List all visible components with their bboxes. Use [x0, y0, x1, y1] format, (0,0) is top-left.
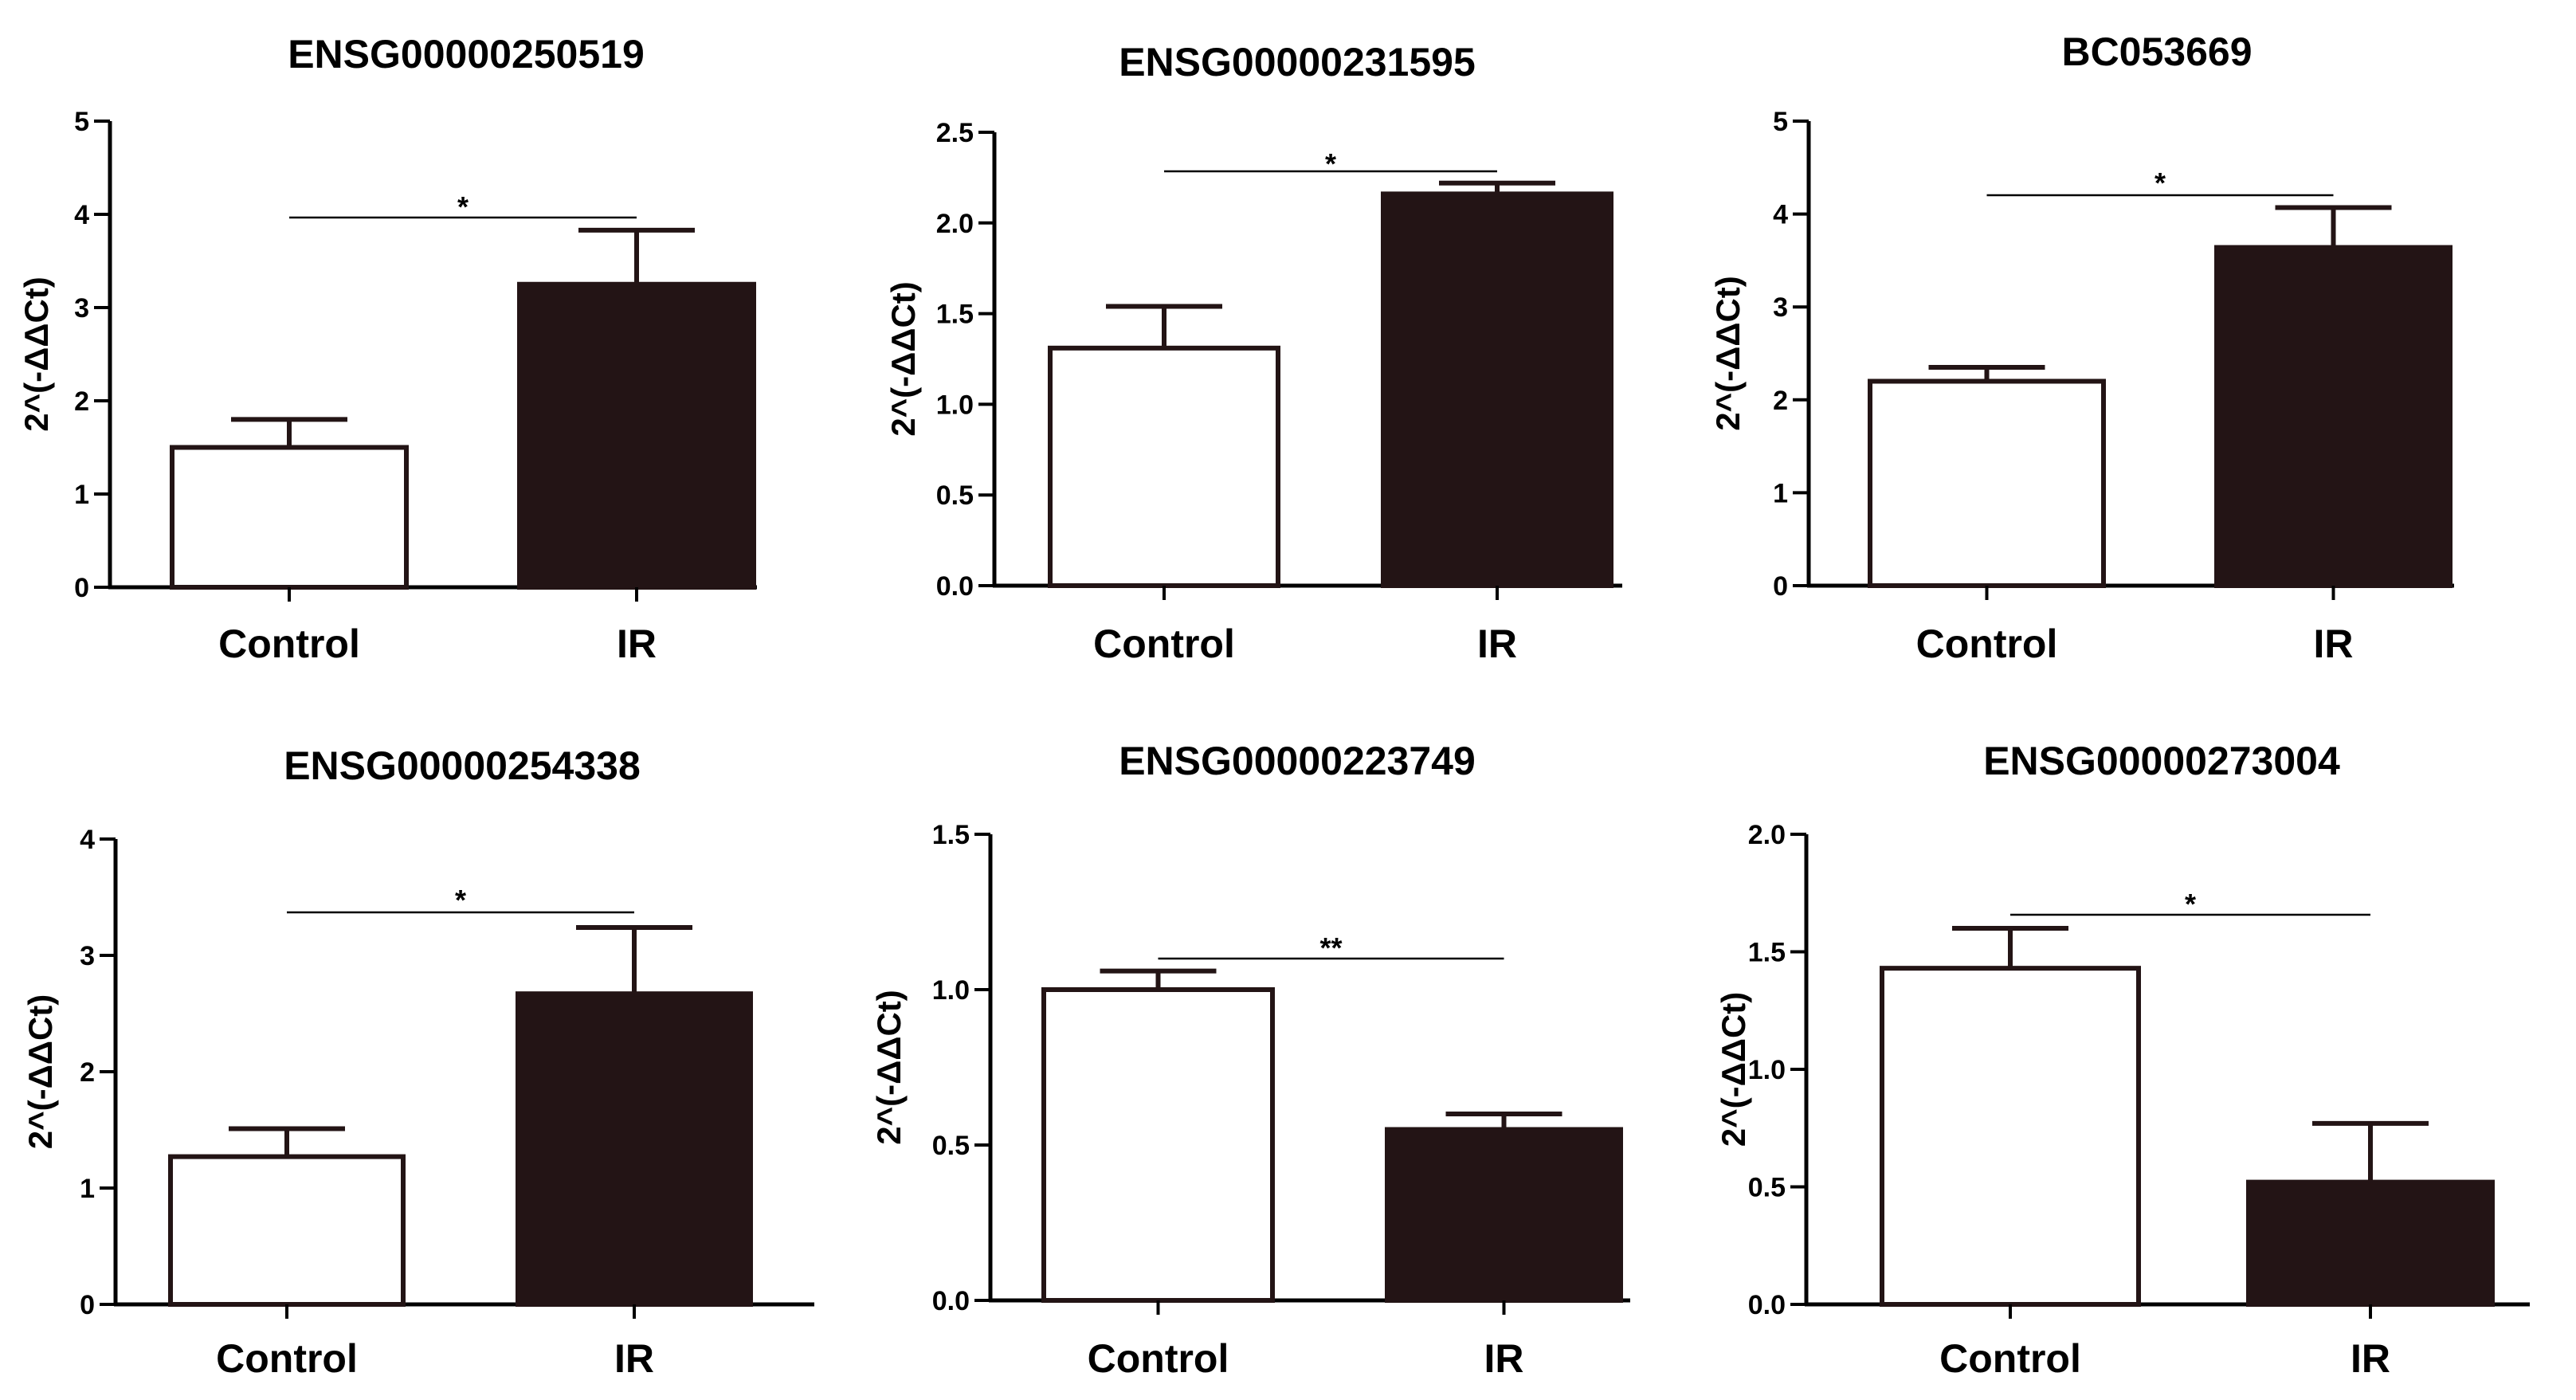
bar-ir: [516, 991, 753, 1308]
y-tick-label: 1.0: [936, 390, 974, 420]
chart-title: ENSG00000273004: [1983, 739, 2340, 783]
y-tick-label: 4: [1773, 200, 1788, 230]
y-tick-label: 2.5: [936, 118, 974, 148]
bar-control: [1868, 378, 2106, 588]
chart-title: ENSG00000231595: [1119, 40, 1476, 84]
bar-control: [1880, 966, 2141, 1308]
panel-5: ENSG00000223749 2^(-ΔΔCt) 0.0 0.5 1.0 1.5 Cont…: [870, 739, 1630, 1381]
x-category-label: IR: [1484, 1336, 1524, 1381]
y-axis-label: 2^(-ΔΔCt): [884, 281, 922, 437]
y-tick-label: 0: [1773, 571, 1788, 602]
y-tick-label: 0.0: [932, 1286, 970, 1316]
bar-ir: [2246, 1179, 2495, 1307]
y-tick-label: 3: [80, 941, 95, 971]
y-tick-label: 5: [74, 107, 89, 137]
y-tick-label: 0.5: [936, 480, 974, 511]
y-axis-label: 2^(-ΔΔCt): [18, 276, 55, 432]
x-category-label: Control: [218, 622, 360, 666]
significance-marker: **: [1319, 931, 1342, 964]
chart-title: ENSG00000223749: [1119, 739, 1476, 783]
y-tick-label: 0.0: [1748, 1290, 1786, 1320]
x-category-label: IR: [614, 1336, 654, 1381]
x-category-label: Control: [1916, 622, 2058, 666]
y-tick-label: 1.5: [936, 300, 974, 330]
x-category-label: IR: [2351, 1336, 2390, 1381]
y-axis-label: 2^(-ΔΔCt): [1709, 276, 1747, 431]
y-tick-label: 1.0: [932, 975, 970, 1006]
y-axis-label: 2^(-ΔΔCt): [22, 994, 59, 1150]
y-tick-label: 1.5: [1748, 938, 1786, 968]
y-tick-label: 0: [74, 573, 89, 603]
significance-marker: *: [2185, 888, 2196, 920]
y-tick-label: 1.0: [1748, 1055, 1786, 1085]
significance-marker: *: [457, 190, 469, 223]
y-tick-label: 1: [1773, 478, 1788, 508]
y-tick-label: 1: [80, 1174, 95, 1204]
x-category-label: IR: [1477, 622, 1517, 666]
bar-control: [1048, 345, 1280, 588]
y-tick-label: 3: [1773, 292, 1788, 323]
panel-6: ENSG00000273004 2^(-ΔΔCt) 0.0 0.5 1.0 1.5 2.0 C…: [1715, 739, 2530, 1381]
y-axis-label: 2^(-ΔΔCt): [870, 990, 908, 1145]
bar-control: [170, 445, 409, 590]
x-category-label: Control: [216, 1336, 358, 1381]
y-tick-label: 2.0: [936, 209, 974, 239]
significance-marker: *: [455, 884, 466, 916]
y-tick-label: 1: [74, 480, 89, 510]
y-tick-label: 0: [80, 1290, 95, 1320]
significance-marker: *: [1325, 147, 1336, 180]
y-tick-label: 0.0: [936, 571, 974, 602]
y-axis-label: 2^(-ΔΔCt): [1715, 992, 1752, 1147]
bar-control: [1041, 987, 1275, 1303]
x-category-label: Control: [1939, 1336, 2081, 1381]
y-tick-label: 2: [1773, 386, 1788, 416]
bar-ir: [1381, 191, 1613, 588]
y-tick-label: 1.5: [932, 820, 970, 850]
y-tick-label: 2: [80, 1057, 95, 1088]
y-tick-label: 0.5: [1748, 1173, 1786, 1203]
y-tick-label: 0.5: [932, 1131, 970, 1161]
x-category-label: Control: [1088, 1336, 1229, 1381]
significance-marker: *: [2155, 167, 2166, 199]
y-tick-label: 2.0: [1748, 820, 1786, 850]
bar-ir: [517, 281, 756, 590]
bar-ir: [2214, 245, 2452, 588]
y-tick-label: 3: [74, 293, 89, 324]
panel-3: BC053669 2^(-ΔΔCt) 0 1 2 3 4 5 Control IR *: [1709, 29, 2454, 666]
y-tick-label: 5: [1773, 107, 1788, 137]
x-category-label: IR: [2314, 622, 2354, 666]
chart-title: ENSG00000254338: [284, 743, 641, 788]
bar-control: [168, 1154, 406, 1307]
panel-2: ENSG00000231595 2^(-ΔΔCt) 0.0 0.5 1.0 1.5 2.0 2…: [884, 40, 1622, 666]
y-tick-label: 4: [80, 825, 95, 855]
panel-1: ENSG00000250519 2^(-ΔΔCt) 0 1 2 3 4 5 Control IR *: [18, 32, 757, 666]
x-category-label: IR: [617, 622, 657, 666]
x-category-label: Control: [1093, 622, 1235, 666]
y-tick-label: 4: [74, 200, 89, 230]
panel-4: ENSG00000254338 2^(-ΔΔCt) 0 1 2 3 4 Control IR *: [22, 743, 814, 1381]
bar-ir: [1385, 1127, 1623, 1303]
chart-title: ENSG00000250519: [288, 32, 645, 76]
y-tick-label: 2: [74, 386, 89, 417]
chart-title: BC053669: [2061, 29, 2252, 74]
